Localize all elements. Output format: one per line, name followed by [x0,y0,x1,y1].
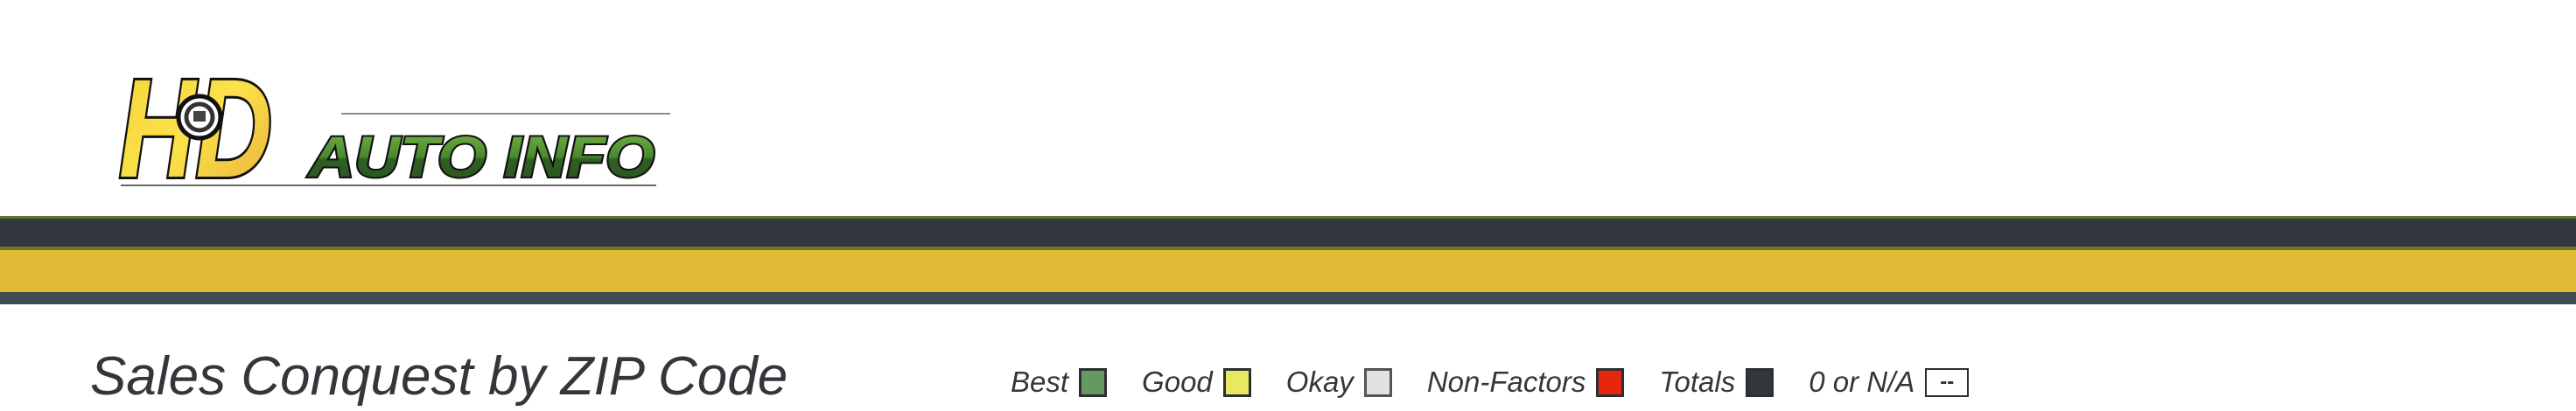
legend-item-na: 0 or N/A -- [1809,366,1970,399]
legend-item-best: Best [1011,366,1108,399]
legend-label-non-factors: Non-Factors [1426,366,1586,398]
page-title: Sales Conquest by ZIP Code [90,346,788,407]
legend-item-okay: Okay [1286,366,1392,399]
legend-swatch-okay [1363,367,1392,397]
legend-label-na: 0 or N/A [1809,366,1915,398]
legend-label-good: Good [1142,366,1213,398]
legend-swatch-totals [1746,367,1774,397]
legend-item-totals: Totals [1659,366,1774,399]
header-stripe-bottom [0,292,2576,304]
header-stripe-dark [0,219,2576,247]
legend-item-good: Good [1142,366,1251,399]
legend-label-totals: Totals [1659,366,1736,398]
legend-item-non-factors: Non-Factors [1427,366,1625,399]
header-stripe-divider [0,247,2576,250]
legend-label-okay: Okay [1285,366,1354,398]
legend-swatch-non-factors [1596,367,1625,397]
legend-swatch-best [1079,367,1108,397]
svg-text:AUTO INFO: AUTO INFO [307,124,654,189]
hd-auto-info-logo: HD AUTO INFO [116,47,670,194]
legend-label-best: Best [1011,366,1069,398]
legend-swatch-good [1222,367,1251,397]
header-stripe-top-line [0,216,2576,219]
legend: Best Good Okay Non-Factors Totals 0 or N… [1011,366,2004,399]
header-stripe-yellow [0,250,2576,292]
legend-swatch-na: -- [1925,367,1970,397]
